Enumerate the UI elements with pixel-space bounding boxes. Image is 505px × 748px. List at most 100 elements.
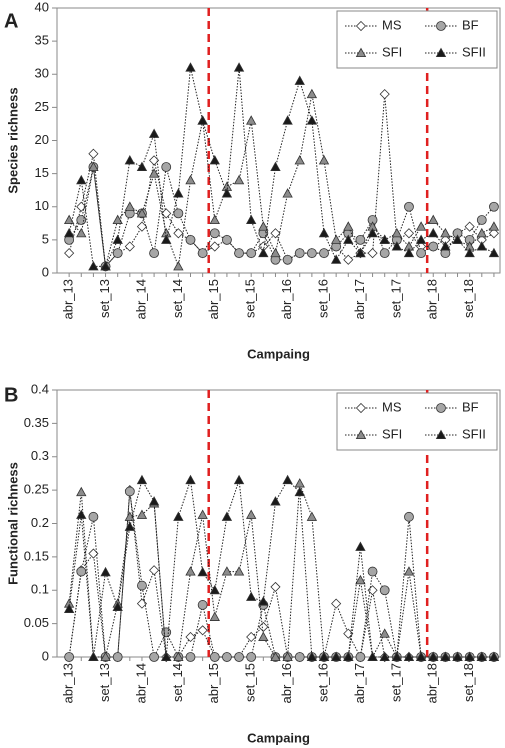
legend-marker — [435, 47, 447, 57]
y-tick-label: 0.2 — [31, 515, 49, 530]
x-tick-label: set_17 — [388, 663, 403, 702]
marker — [76, 215, 87, 225]
marker — [197, 566, 208, 577]
legend-marker — [436, 403, 446, 413]
marker — [137, 580, 147, 591]
marker — [270, 247, 281, 258]
marker — [379, 248, 390, 259]
marker — [185, 62, 196, 72]
marker — [270, 228, 281, 239]
marker — [440, 227, 451, 238]
marker — [222, 652, 232, 662]
marker — [306, 511, 318, 521]
marker — [112, 652, 123, 662]
marker — [161, 162, 172, 172]
y-tick-label: 20 — [35, 132, 49, 147]
marker — [185, 474, 196, 485]
marker — [136, 208, 148, 218]
marker — [209, 228, 220, 239]
marker — [136, 509, 148, 519]
marker — [246, 631, 257, 643]
marker — [88, 548, 99, 559]
y-tick-label: 0 — [42, 264, 49, 279]
legend-box — [336, 10, 498, 69]
marker — [209, 611, 220, 621]
marker — [282, 188, 293, 198]
x-tick-label: abr_16 — [279, 279, 294, 319]
x-tick-label: abr_18 — [425, 279, 440, 319]
marker — [148, 168, 160, 178]
marker — [258, 247, 269, 258]
marker — [330, 651, 342, 661]
marker — [476, 227, 487, 238]
marker — [428, 241, 439, 252]
marker — [149, 248, 159, 259]
marker — [318, 227, 330, 238]
marker — [355, 652, 366, 662]
marker — [173, 511, 184, 521]
marker — [88, 651, 99, 661]
marker — [367, 227, 378, 238]
marker — [391, 227, 403, 238]
x-tick-label: abr_16 — [279, 663, 294, 703]
marker — [136, 474, 148, 485]
marker — [367, 566, 378, 577]
marker — [209, 214, 220, 225]
legend-label: SFI — [382, 426, 402, 441]
marker — [294, 75, 305, 85]
marker — [185, 631, 196, 643]
marker — [452, 651, 463, 661]
y-tick-label: 30 — [35, 66, 49, 81]
marker — [318, 155, 330, 165]
marker — [161, 208, 172, 219]
y-tick-label: 25 — [35, 99, 49, 114]
marker — [197, 248, 208, 259]
marker — [209, 155, 220, 165]
legend-marker — [355, 402, 367, 414]
x-tick-label: set_16 — [315, 663, 330, 702]
marker — [197, 600, 208, 610]
x-tick-label: set_14 — [170, 279, 185, 318]
legend-marker — [355, 429, 367, 440]
x-tick-label: abr_14 — [133, 279, 148, 319]
x-tick-label: abr_17 — [352, 279, 367, 319]
marker — [270, 651, 281, 661]
marker — [161, 627, 172, 638]
marker — [221, 566, 233, 576]
marker — [148, 496, 160, 506]
marker — [476, 215, 487, 225]
marker — [355, 541, 366, 551]
legend-label: MS — [382, 17, 402, 32]
marker — [428, 227, 439, 238]
marker — [197, 509, 208, 519]
marker — [100, 261, 111, 271]
marker — [161, 651, 172, 661]
marker — [355, 247, 366, 258]
marker — [452, 234, 463, 244]
series-line — [68, 94, 495, 267]
marker — [343, 254, 354, 265]
marker — [282, 254, 293, 265]
marker — [294, 486, 305, 497]
marker — [403, 566, 415, 576]
y-tick-label: 15 — [35, 165, 49, 180]
marker — [440, 651, 451, 661]
marker — [440, 241, 451, 251]
marker — [246, 214, 257, 225]
marker — [331, 598, 342, 609]
marker — [476, 651, 487, 661]
panel-label: B — [4, 384, 18, 406]
marker — [149, 652, 159, 662]
legend-label: SFII — [462, 426, 486, 441]
y-tick-label: 5 — [42, 231, 49, 246]
marker — [112, 601, 123, 611]
marker — [112, 234, 123, 244]
marker — [415, 651, 427, 661]
x-axis-label: Campaing — [247, 730, 310, 745]
marker — [415, 234, 427, 244]
marker — [112, 214, 123, 225]
marker — [209, 652, 220, 662]
marker — [294, 248, 305, 259]
legend-label: MS — [382, 399, 402, 414]
marker — [64, 248, 75, 259]
